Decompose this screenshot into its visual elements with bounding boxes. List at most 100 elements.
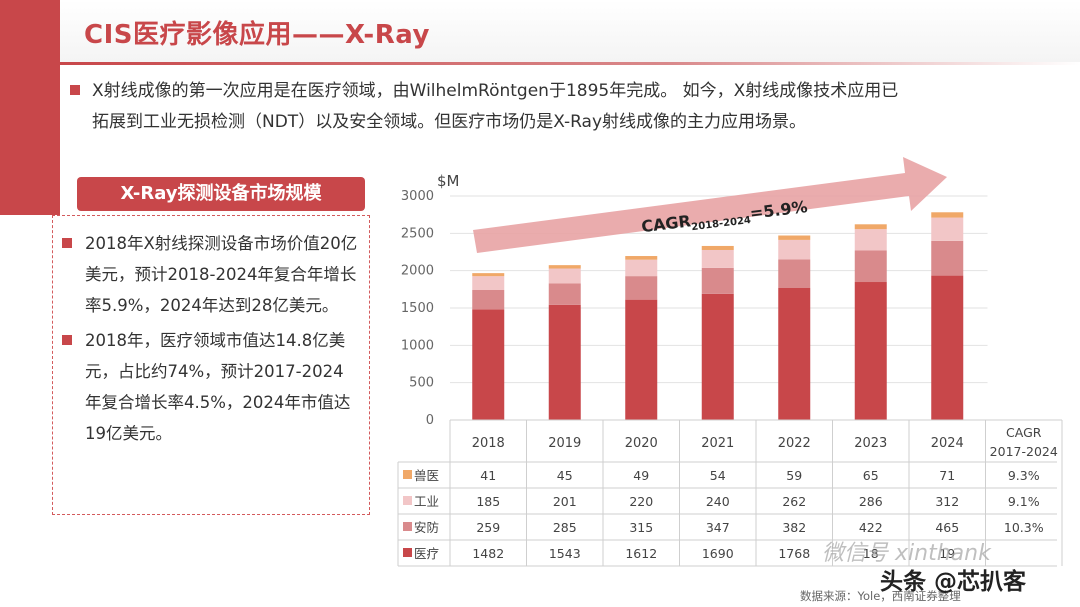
x-tick-label: 2023 [854,436,887,451]
bar-segment [854,224,887,230]
bar-segment [625,276,658,300]
data-label: 201 [553,494,577,509]
data-label: 18 [863,546,879,561]
y-axis-unit-label: $M [437,172,460,190]
cagr-header: CAGR [1006,425,1042,440]
bar-segment [778,287,811,420]
bar-segment [854,250,887,283]
legend-label: 医疗 [414,546,439,561]
legend-label: 安防 [414,520,439,535]
data-label: 347 [706,520,730,535]
data-label: 65 [863,468,879,483]
bar-segment [778,235,811,240]
y-tick-label: 500 [409,376,434,391]
bar-segment [931,275,964,420]
data-label: 54 [710,468,726,483]
bar-segment [472,276,505,291]
bar-segment [472,309,505,420]
bar-segment [701,249,734,268]
market-point-text: 2018年，医疗领域市值达14.8亿美元，占比约74%，预计2017-2024年… [85,331,351,443]
bar-segment [472,290,505,310]
bar-segment [854,229,887,251]
title-underline [60,62,1080,65]
market-stacked-bar-chart: $M050010001500200025003000CAGR2018-2024=… [397,157,1063,567]
data-label: 41 [480,468,496,483]
legend-swatch [403,548,412,557]
square-bullet-icon [70,85,80,95]
market-points-box [52,215,370,515]
market-point-2: 2018年，医疗领域市值达14.8亿美元，占比约74%，预计2017-2024年… [60,325,360,449]
toutiao-watermark: 头条 @芯扒客 [880,569,1027,595]
x-tick-label: 2020 [625,436,658,451]
title-band [60,0,1080,62]
data-label: 1690 [702,546,734,561]
bar-segment [548,268,581,284]
square-bullet-icon [62,238,72,248]
market-point-1: 2018年X射线探测设备市场价值20亿美元，预计2018-2024年复合年增长率… [60,228,360,321]
data-label: 286 [859,494,883,509]
data-label: 1768 [778,546,810,561]
data-label: 220 [629,494,653,509]
y-tick-label: 0 [426,413,434,428]
bar-segment [931,212,964,218]
intro-paragraph: X射线成像的第一次应用是在医疗领域，由WilhelmRöntgen于1895年完… [70,76,1060,138]
data-label: 19 [939,546,955,561]
y-tick-label: 2500 [401,226,434,241]
cagr-value: 9.3% [1008,468,1040,483]
data-label: 49 [633,468,649,483]
legend-swatch [403,470,412,479]
bar-segment [701,293,734,420]
growth-arrow [473,157,947,253]
bar-segment [548,283,581,305]
data-label: 1612 [625,546,657,561]
bar-segment [931,217,964,241]
y-tick-label: 1000 [401,338,434,353]
intro-line-1: X射线成像的第一次应用是在医疗领域，由WilhelmRöntgen于1895年完… [92,81,899,101]
source-note: 数据来源：Yole，西南证券整理 [800,589,961,603]
bar-segment [701,245,734,250]
bar-segment [854,282,887,420]
x-tick-label: 2021 [701,436,734,451]
data-label: 262 [782,494,806,509]
data-label: 45 [557,468,573,483]
legend-swatch [403,522,412,531]
data-label: 382 [782,520,806,535]
y-tick-label: 3000 [401,189,434,204]
data-label: 285 [553,520,577,535]
data-label: 71 [939,468,955,483]
bar-segment [931,240,964,276]
bar-segment [701,267,734,294]
data-label: 465 [935,520,959,535]
cagr-value: 10.3% [1004,520,1044,535]
intro-line-2: 拓展到工业无损检测（NDT）以及安全领域。但医疗市场仍是X-Ray射线成像的主力… [92,112,807,132]
x-tick-label: 2019 [548,436,581,451]
market-points: 2018年X射线探测设备市场价值20亿美元，预计2018-2024年复合年增长率… [60,228,360,453]
y-tick-label: 1500 [401,301,434,316]
bar-segment [625,256,658,260]
legend-swatch [403,496,412,505]
bar-segment [548,265,581,269]
bar-segment [625,259,658,277]
bar-segment [472,273,505,277]
legend-label: 工业 [414,494,439,509]
accent-side-bar [0,0,60,215]
data-label: 312 [935,494,959,509]
cagr-header: 2017-2024 [990,444,1058,459]
x-tick-label: 2024 [931,436,964,451]
wechat-watermark: 微信号 xinthank [822,541,991,566]
market-point-text: 2018年X射线探测设备市场价值20亿美元，预计2018-2024年复合年增长率… [85,234,358,315]
bar-segment [548,304,581,420]
bar-segment [625,299,658,420]
page-title: CIS医疗影像应用——X-Ray [84,20,430,50]
y-tick-label: 2000 [401,264,434,279]
data-label: 59 [786,468,802,483]
data-label: 1482 [472,546,504,561]
bar-segment [778,259,811,288]
cagr-value: 9.1% [1008,494,1040,509]
square-bullet-icon [62,335,72,345]
data-label: 1543 [549,546,581,561]
data-label: 315 [629,520,653,535]
market-size-badge: X-Ray探测设备市场规模 [77,177,365,211]
data-label: 259 [476,520,500,535]
data-label: 185 [476,494,500,509]
